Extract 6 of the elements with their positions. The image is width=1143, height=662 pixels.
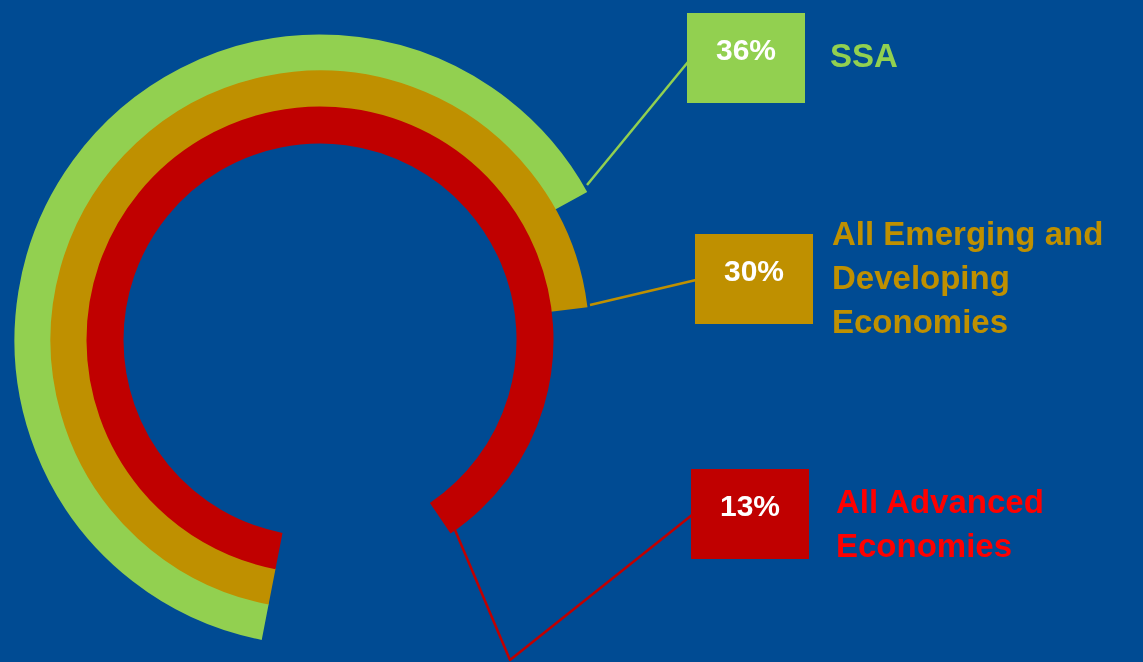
- category-label: All Emerging and Developing Economies: [832, 214, 1105, 342]
- data-label: 30%: [695, 234, 813, 324]
- data-label: 13%: [691, 469, 809, 559]
- category-label: SSA: [830, 36, 899, 76]
- data-label: 36%: [687, 13, 805, 103]
- category-label: All Advanced Economies: [836, 482, 1045, 566]
